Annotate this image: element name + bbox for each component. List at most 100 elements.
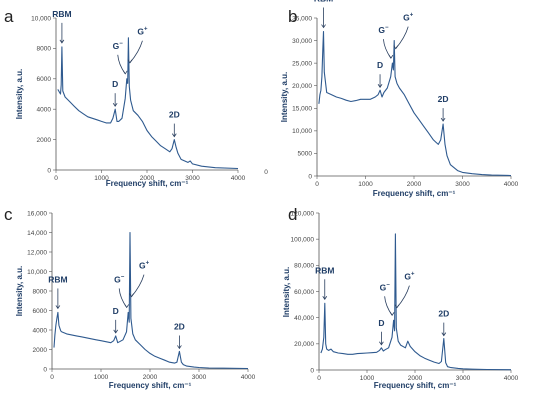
panel-letter: c xyxy=(4,205,13,224)
peak-arrowhead-2d xyxy=(441,332,447,337)
y-tick-label: 2000 xyxy=(37,137,52,144)
y-tick-label: 6000 xyxy=(33,308,48,315)
peak-label-g-minus: G− xyxy=(113,41,124,51)
peak-arrowhead-2d xyxy=(177,345,182,350)
peak-label-rbm: RBM xyxy=(48,274,67,284)
y-tick-label: 4000 xyxy=(37,107,52,114)
panel-d: d 0 20,000 40,000 60,000 80,000 100,000 120,000… xyxy=(282,205,519,390)
y-axis-title: Intensity, a.u. xyxy=(15,266,24,317)
y-tick-label: 5000 xyxy=(298,151,313,158)
peak-label-g-minus: G− xyxy=(378,25,389,35)
x-axis-title: Frequency shift, cm⁻¹ xyxy=(374,381,457,390)
y-tick-label: 8000 xyxy=(33,288,48,295)
y-axis-title: Intensity, a.u. xyxy=(15,69,24,120)
y-tick-label: 14,000 xyxy=(27,230,47,237)
peak-arrowhead-d xyxy=(379,341,384,346)
peak-arrowhead-rbm xyxy=(321,24,326,29)
peak-arrowhead-g-minus xyxy=(124,304,130,309)
panel-b: b 0 5000 10,000 15,000 20,000 25,000 30,000 35,0… xyxy=(280,0,519,198)
x-axis-title: Frequency shift, cm⁻¹ xyxy=(109,381,192,390)
y-tick-label: 10,000 xyxy=(31,15,51,22)
peak-arrow-g-minus xyxy=(384,296,393,316)
peak-arrowhead-g-minus xyxy=(389,312,395,317)
x-tick-label: 3000 xyxy=(185,175,200,182)
y-tick-label: 40,000 xyxy=(294,315,314,322)
peak-arrowhead-d xyxy=(113,329,119,334)
raman-spectrum-line xyxy=(318,30,512,177)
y-tick-label: 0 xyxy=(310,367,314,374)
peak-label-superscript: − xyxy=(385,25,389,31)
y-tick-label: 8000 xyxy=(37,46,52,53)
x-tick-label: 0 xyxy=(315,181,319,188)
peak-label-g-minus: G− xyxy=(114,274,125,284)
peak-arrow-g-minus xyxy=(118,288,128,308)
x-tick-label: 0 xyxy=(317,375,321,382)
y-tick-label: 16,000 xyxy=(27,210,47,217)
x-tick-label: 0 xyxy=(54,175,58,182)
x-tick-label: 1000 xyxy=(360,375,375,382)
peak-arrowhead-g-minus xyxy=(122,70,128,75)
x-tick-label: 2000 xyxy=(407,181,422,188)
peak-arrowhead-d xyxy=(112,102,118,107)
peak-label-d: D xyxy=(112,79,118,89)
x-tick-label-extra: 0 xyxy=(264,169,268,176)
y-tick-label: 20,000 xyxy=(292,83,312,90)
panel-c: c 0 2000 4000 6000 8000 10,000 12,000 14,000 16,0… xyxy=(4,205,256,390)
peak-arrow-g-plus xyxy=(131,274,145,297)
peak-label-2d: 2D xyxy=(169,110,180,120)
x-tick-label: 1000 xyxy=(358,181,373,188)
peak-arrowhead-rbm xyxy=(322,296,328,300)
y-tick-label: 35,000 xyxy=(292,15,312,22)
y-tick-label: 12,000 xyxy=(27,249,47,256)
peak-label-d: D xyxy=(113,306,119,316)
peak-label-superscript: + xyxy=(146,261,150,267)
y-tick-label: 2000 xyxy=(33,347,48,354)
peak-label-superscript: + xyxy=(411,272,415,278)
peak-arrowhead-g-plus xyxy=(129,293,134,298)
peak-label-rbm: RBM xyxy=(314,0,333,4)
peak-label-superscript: − xyxy=(386,282,390,288)
peak-arrowhead-g-plus xyxy=(393,45,399,50)
x-tick-label: 3000 xyxy=(192,374,207,381)
peak-label-rbm: RBM xyxy=(52,9,71,19)
y-tick-label: 10,000 xyxy=(292,128,312,135)
y-tick-label: 4000 xyxy=(33,327,48,334)
x-tick-label: 2000 xyxy=(408,375,423,382)
x-tick-label: 4000 xyxy=(504,181,519,188)
peak-label-2d: 2D xyxy=(438,309,449,319)
x-tick-label: 2000 xyxy=(143,374,158,381)
y-tick-label: 80,000 xyxy=(294,263,314,270)
peak-arrow-g-plus xyxy=(396,285,410,308)
y-axis-title: Intensity, a.u. xyxy=(280,72,289,123)
peak-arrowhead-g-plus xyxy=(127,59,133,64)
peak-label-2d: 2D xyxy=(174,321,185,331)
peak-label-d: D xyxy=(378,318,384,328)
peak-label-d: D xyxy=(377,60,383,70)
peak-arrow-g-plus xyxy=(129,40,143,63)
y-tick-label: 25,000 xyxy=(292,60,312,67)
raman-spectrum-line xyxy=(57,37,239,170)
y-tick-label: 15,000 xyxy=(292,106,312,113)
y-tick-label: 100,000 xyxy=(291,236,315,243)
x-tick-label: 0 xyxy=(50,374,54,381)
panel-a: a 0 2000 4000 6000 8000 10,000 0 1000 2000 3000 400… xyxy=(4,7,268,188)
y-tick-label: 10,000 xyxy=(27,269,47,276)
peak-label-g-plus: G+ xyxy=(137,27,148,37)
y-tick-label: 30,000 xyxy=(292,38,312,45)
x-axis-title: Frequency shift, cm⁻¹ xyxy=(373,189,456,198)
x-tick-label: 4000 xyxy=(231,175,246,182)
x-tick-label: 4000 xyxy=(504,375,519,382)
x-tick-label: 3000 xyxy=(456,375,471,382)
peak-label-2d: 2D xyxy=(438,94,449,104)
x-tick-label: 4000 xyxy=(241,374,256,381)
y-tick-label: 0 xyxy=(47,167,51,174)
peak-label-g-plus: G+ xyxy=(404,272,415,282)
peak-arrowhead-rbm xyxy=(59,39,65,44)
x-tick-label: 3000 xyxy=(455,181,470,188)
x-tick-label: 2000 xyxy=(140,175,155,182)
y-tick-label: 0 xyxy=(43,366,47,373)
y-tick-label: 6000 xyxy=(37,76,52,83)
peak-arrowhead-d xyxy=(377,84,383,88)
y-tick-label: 20,000 xyxy=(294,341,314,348)
